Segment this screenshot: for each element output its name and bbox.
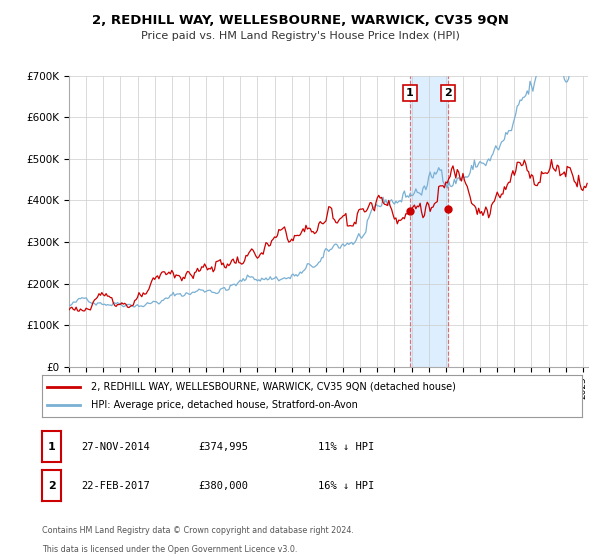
Text: 2: 2 — [444, 88, 452, 98]
Text: This data is licensed under the Open Government Licence v3.0.: This data is licensed under the Open Gov… — [42, 545, 298, 554]
Text: 2, REDHILL WAY, WELLESBOURNE, WARWICK, CV35 9QN (detached house): 2, REDHILL WAY, WELLESBOURNE, WARWICK, C… — [91, 382, 455, 392]
Text: 11% ↓ HPI: 11% ↓ HPI — [318, 442, 374, 451]
Text: 22-FEB-2017: 22-FEB-2017 — [81, 481, 150, 491]
Text: 2, REDHILL WAY, WELLESBOURNE, WARWICK, CV35 9QN: 2, REDHILL WAY, WELLESBOURNE, WARWICK, C… — [92, 14, 508, 27]
Text: 27-NOV-2014: 27-NOV-2014 — [81, 442, 150, 451]
Text: Contains HM Land Registry data © Crown copyright and database right 2024.: Contains HM Land Registry data © Crown c… — [42, 526, 354, 535]
Text: 16% ↓ HPI: 16% ↓ HPI — [318, 481, 374, 491]
Text: HPI: Average price, detached house, Stratford-on-Avon: HPI: Average price, detached house, Stra… — [91, 400, 358, 410]
Text: 2: 2 — [48, 481, 55, 491]
Bar — [410, 76, 448, 367]
Text: £380,000: £380,000 — [198, 481, 248, 491]
Text: Price paid vs. HM Land Registry's House Price Index (HPI): Price paid vs. HM Land Registry's House … — [140, 31, 460, 41]
Text: £374,995: £374,995 — [198, 442, 248, 451]
Text: 1: 1 — [48, 442, 55, 451]
Text: 1: 1 — [406, 88, 414, 98]
